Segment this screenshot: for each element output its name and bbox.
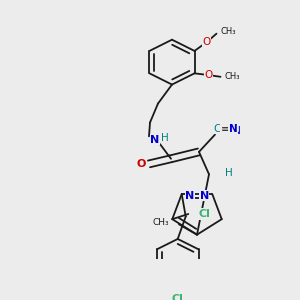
Text: N: N [185, 191, 194, 201]
Text: N: N [200, 191, 209, 201]
Text: O: O [204, 70, 213, 80]
Text: N: N [229, 124, 238, 134]
Text: Cl: Cl [172, 294, 184, 300]
Text: C: C [213, 124, 220, 134]
Text: C≡N: C≡N [217, 126, 241, 136]
Text: CH₃: CH₃ [220, 27, 236, 36]
Text: ≡: ≡ [221, 124, 230, 134]
Text: H: H [225, 168, 233, 178]
Text: N: N [150, 135, 160, 145]
Text: Cl: Cl [198, 209, 210, 219]
Text: O: O [202, 37, 211, 47]
Text: CH₃: CH₃ [152, 218, 169, 227]
Text: CH₃: CH₃ [224, 72, 240, 81]
Text: O: O [136, 159, 146, 169]
Text: H: H [161, 133, 169, 143]
